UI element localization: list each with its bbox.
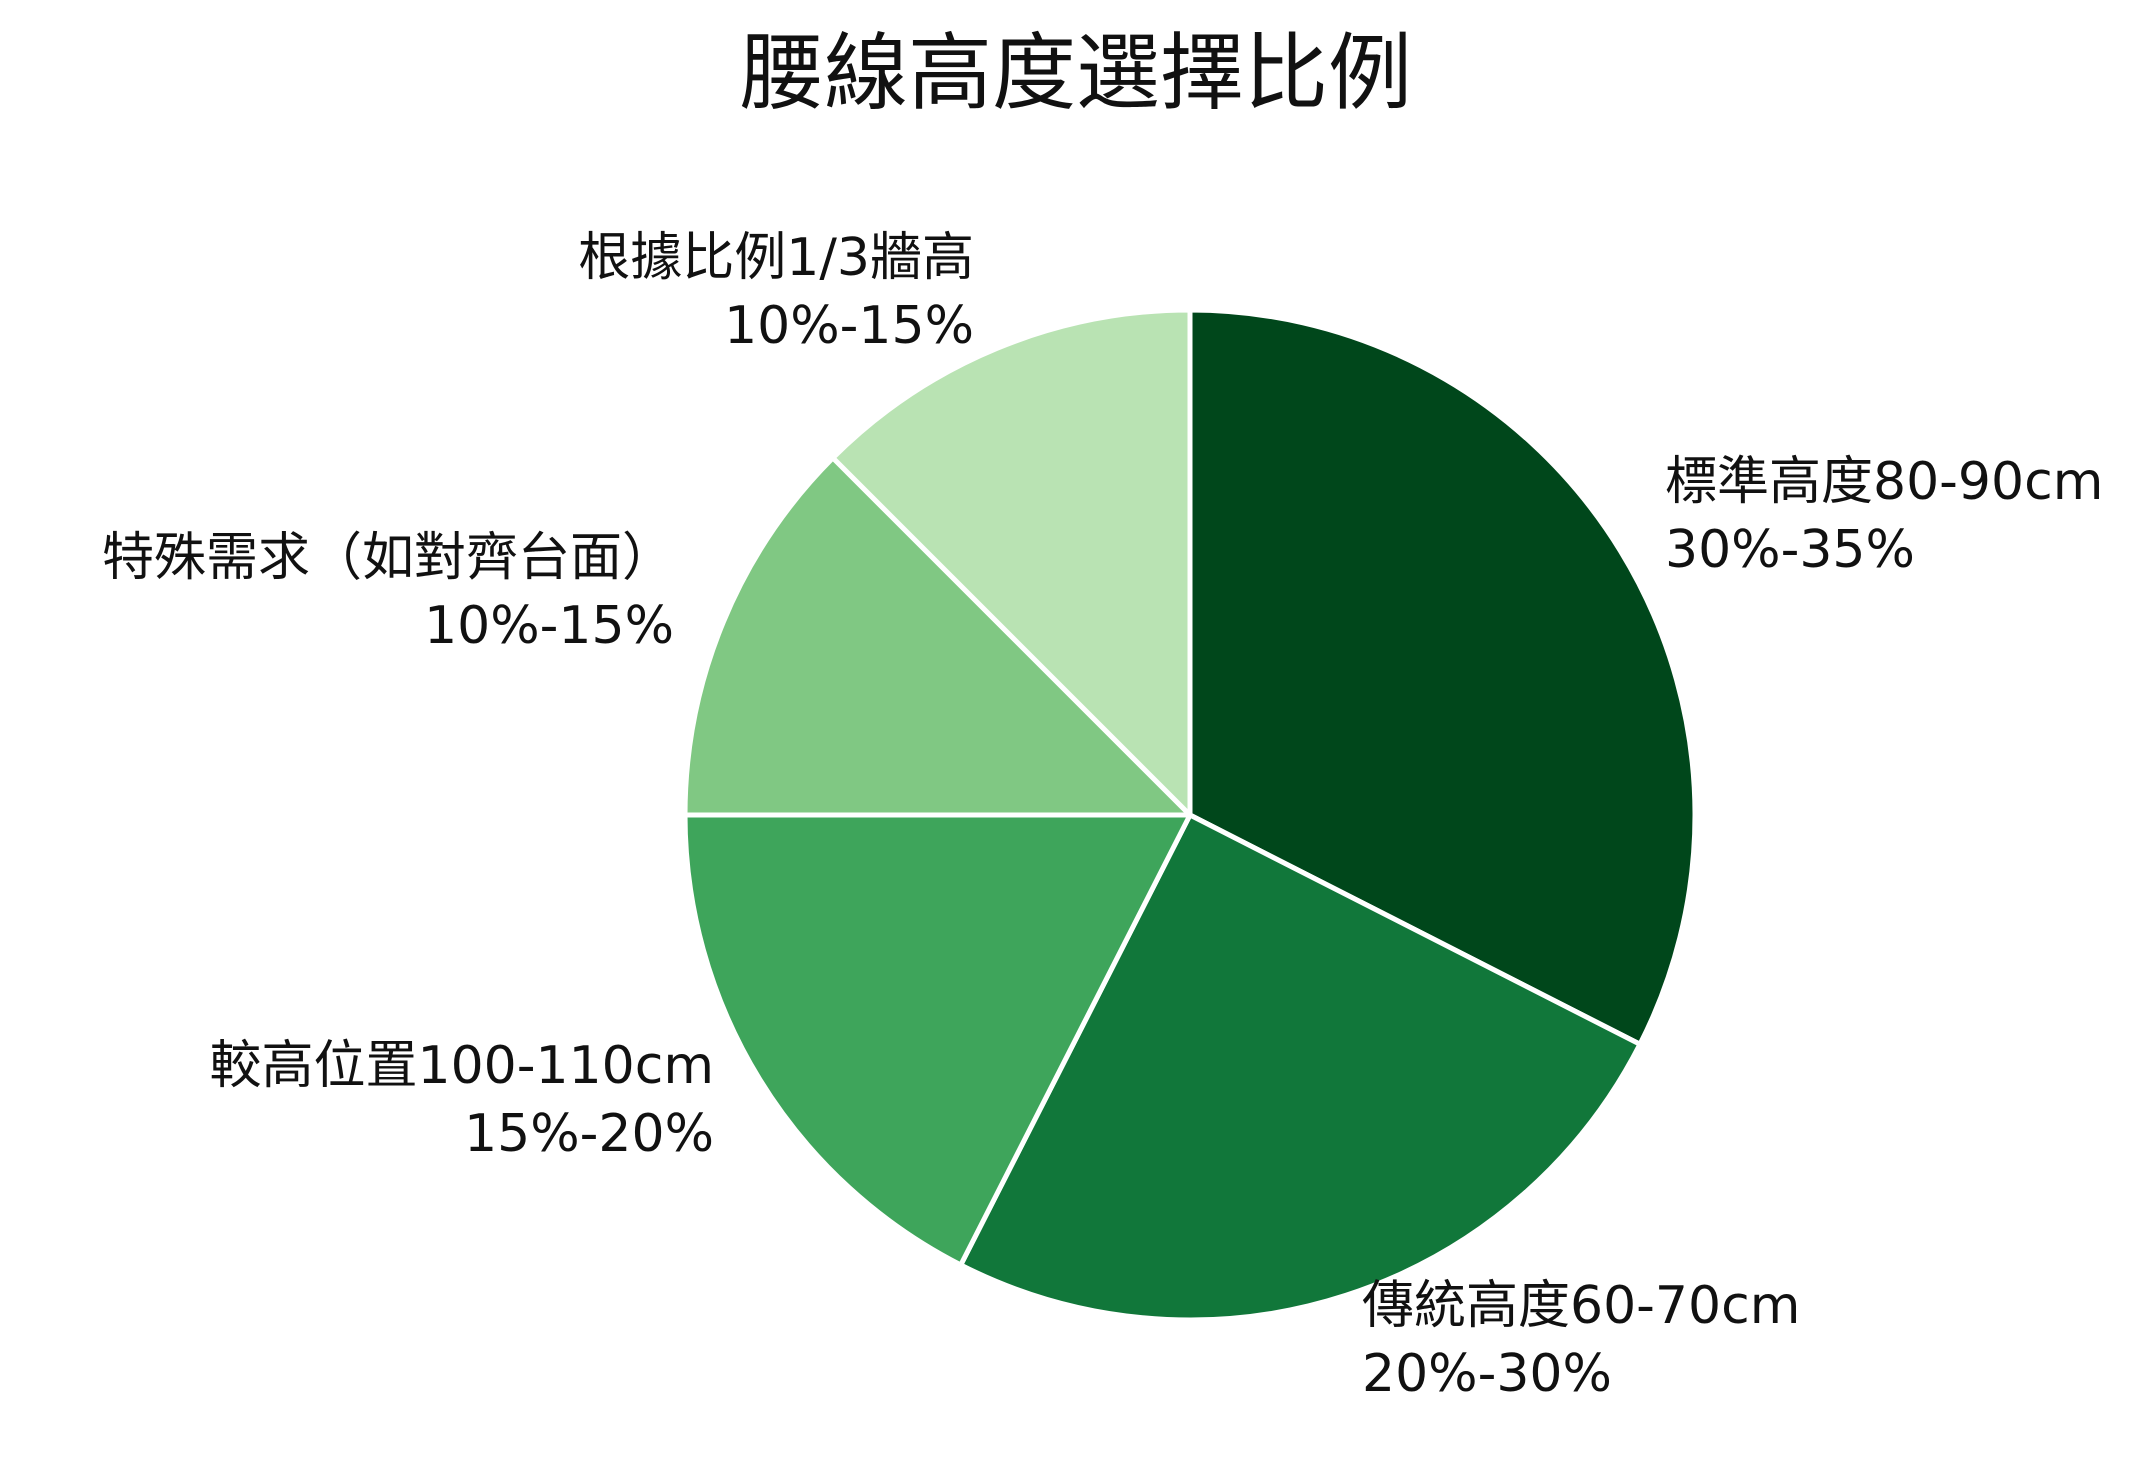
slice-traditional: [958, 812, 1643, 1323]
slice-name: 較高位置100-110cm: [209, 1036, 714, 1096]
slice-ratio: [830, 307, 1193, 818]
slice-range: 10%-15%: [724, 296, 974, 356]
slice-name: 傳統高度60-70cm: [1362, 1276, 1801, 1336]
slice-label-traditional: 傳統高度60-70cm 20%-30%: [1362, 1272, 1800, 1408]
slice-range: 10%-15%: [424, 596, 674, 656]
chart-title: 腰線高度選擇比例: [739, 24, 1412, 122]
slice-label-special: 特殊需求（如對齊台面） 10%-15%: [102, 524, 674, 660]
slice-label-ratio: 根據比例1/3牆高 10%-15%: [578, 224, 974, 360]
slice-range: 15%-20%: [464, 1104, 714, 1164]
slice-range: 20%-30%: [1362, 1344, 1612, 1404]
slice-range: 30%-35%: [1665, 520, 1915, 580]
slice-label-higher: 較高位置100-110cm 15%-20%: [209, 1032, 714, 1168]
slice-higher: [682, 812, 1193, 1268]
slice-special: [682, 455, 1193, 818]
slice-label-standard: 標準高度80-90cm 30%-35%: [1665, 448, 2103, 584]
slice-name: 標準高度80-90cm: [1665, 452, 2104, 512]
slice-standard: [1187, 307, 1698, 1047]
slice-name: 特殊需求（如對齊台面）: [101, 528, 674, 588]
slice-name: 根據比例1/3牆高: [578, 228, 974, 288]
